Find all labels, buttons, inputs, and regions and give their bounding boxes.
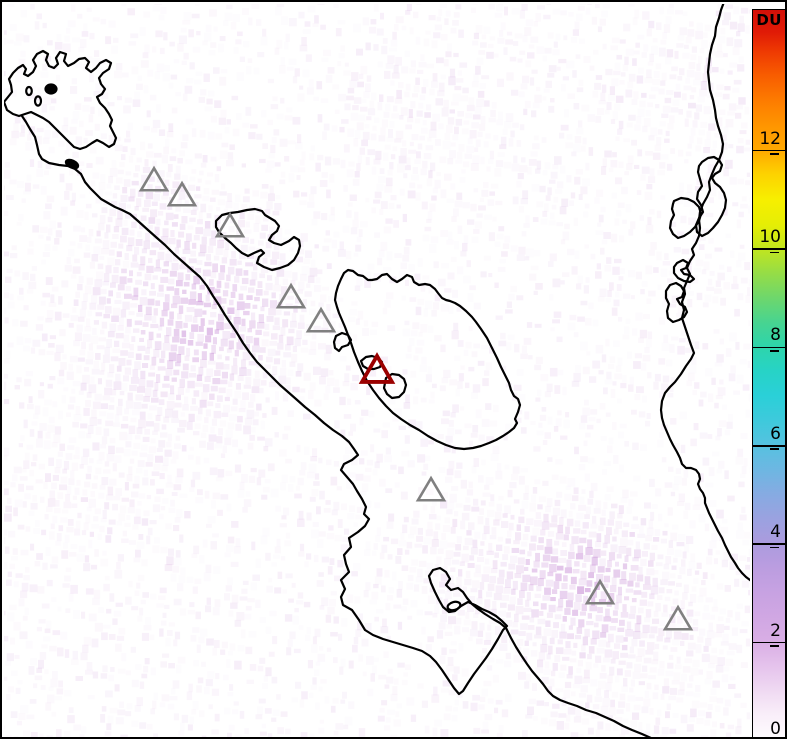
volcano-marker [166, 180, 198, 207]
colorbar-tick-mark [770, 153, 779, 155]
colorbar-tick-mark [770, 448, 779, 451]
erupting-volcano-marker [358, 352, 396, 384]
volcano-marker [138, 165, 170, 192]
islet [44, 83, 58, 95]
colorbar-tick-label: 0 [770, 719, 781, 739]
colorbar: DU 12 10 8 6 4 2 0 [752, 9, 785, 739]
colorbar-tick-label: 10 [759, 227, 781, 247]
coastline-coast-hook-1 [672, 258, 696, 284]
colorbar-tick-mark [770, 546, 779, 549]
colorbar-tick-label: 8 [770, 325, 781, 346]
coastline-coast-east [659, 4, 750, 582]
colorbar-tick-line [753, 445, 785, 447]
colorbar-tick-label: 6 [770, 423, 781, 444]
colorbar-tick-line [753, 346, 785, 349]
volcano-marker-layer [138, 165, 694, 631]
coastline-layer [4, 4, 750, 737]
colorbar-tick-label: 2 [770, 620, 781, 641]
colorbar-tick-line [753, 641, 785, 644]
colorbar-tick-line [753, 543, 785, 545]
volcano-marker [275, 282, 307, 309]
coastline-island-east-1 [694, 155, 728, 238]
colorbar-tick-label: 4 [770, 522, 781, 543]
coastline-island-small-west [214, 207, 302, 272]
coastline-lagoon-notch [332, 331, 353, 353]
colorbar-unit-label: DU [756, 11, 782, 29]
volcano-marker [584, 578, 616, 605]
islet [25, 85, 33, 97]
islet [64, 158, 80, 170]
volcano-marker [214, 211, 246, 238]
colorbar-tick-line [753, 149, 785, 152]
coastline-crater-lake [382, 372, 408, 400]
colorbar-tick-mark [770, 645, 779, 647]
colorbar-tick-mark [770, 251, 779, 254]
volcano-marker [415, 475, 447, 502]
volcano-marker [662, 604, 694, 631]
coastline-island-east-2 [668, 196, 703, 240]
islet [33, 95, 43, 107]
coastline-coast-hook-2 [664, 281, 689, 324]
volcano-marker [305, 306, 337, 333]
coastline-island-central [333, 268, 522, 451]
coastline-coast-mainland [20, 114, 652, 737]
colorbar-tick-line [753, 248, 785, 250]
colorbar-tick-mark [770, 349, 779, 352]
islet [446, 600, 462, 612]
colorbar-tick-label: 12 [759, 128, 781, 149]
coastline-island-northwest [4, 49, 118, 151]
